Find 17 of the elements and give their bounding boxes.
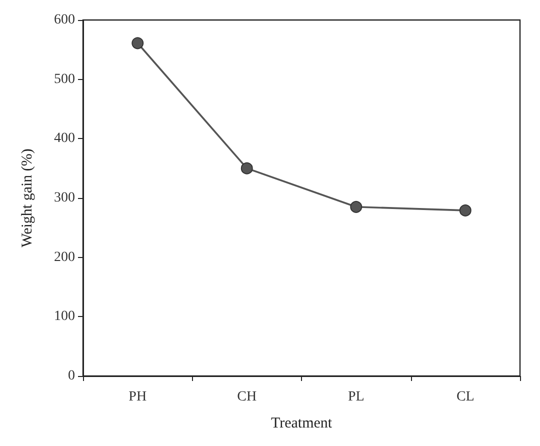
y-axis-title: Weight gain (%) <box>20 148 36 248</box>
point <box>350 200 362 213</box>
point <box>240 162 253 174</box>
y-tick-label: 100 <box>54 309 75 324</box>
y-tick-label: 500 <box>54 72 75 87</box>
x-axis-title: Treatment <box>270 416 333 432</box>
y-tick-label: 300 <box>54 190 75 206</box>
y-tick-label: 600 <box>54 12 75 28</box>
x-tick-label: CH <box>237 390 257 404</box>
point <box>459 204 472 216</box>
x-tick-label: CL <box>456 390 474 404</box>
point <box>132 37 144 50</box>
x-tick-label: PL <box>348 390 364 404</box>
y-tick-label: 200 <box>54 250 75 265</box>
x-tick-label: PH <box>128 390 147 404</box>
y-tick-label: 400 <box>54 131 75 146</box>
y-tick-label: 0 <box>68 368 75 384</box>
